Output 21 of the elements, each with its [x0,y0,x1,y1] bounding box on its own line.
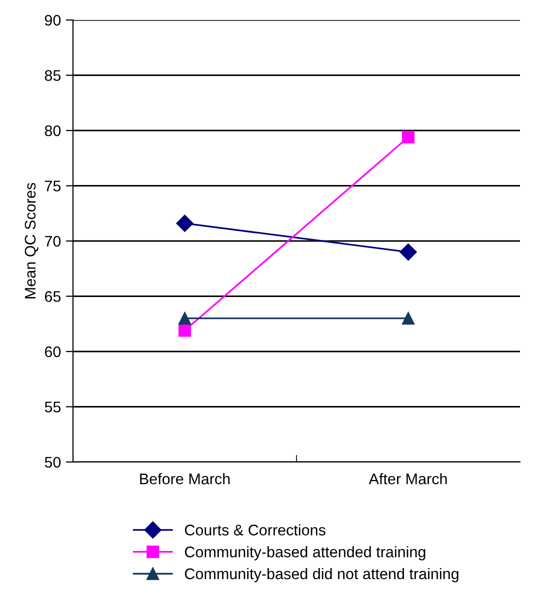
point [400,244,417,261]
legend-label: Community-based did not attend training [184,568,458,582]
y-tick-label: 60 [44,346,61,358]
y-tick-label: 80 [44,125,61,136]
y-tick-label: 90 [44,14,61,26]
y-tick-label: 65 [44,291,61,302]
y-tick-label: 85 [44,70,61,81]
y-tick-label: 70 [44,236,61,247]
point [178,312,191,325]
legend-label: Community-based attended training [184,546,426,560]
point [178,324,191,337]
y-axis-title: Mean QC Scores [24,182,38,298]
y-tick-label: 75 [44,180,61,192]
point [176,214,194,232]
legend-label: Courts & Corrections [184,524,326,536]
point [402,312,414,325]
y-tick-label: 55 [44,402,61,412]
x-tick-label: Before March [140,473,230,484]
x-tick-label: After March [368,473,447,484]
point [402,130,414,144]
y-tick-label: 50 [44,456,61,468]
